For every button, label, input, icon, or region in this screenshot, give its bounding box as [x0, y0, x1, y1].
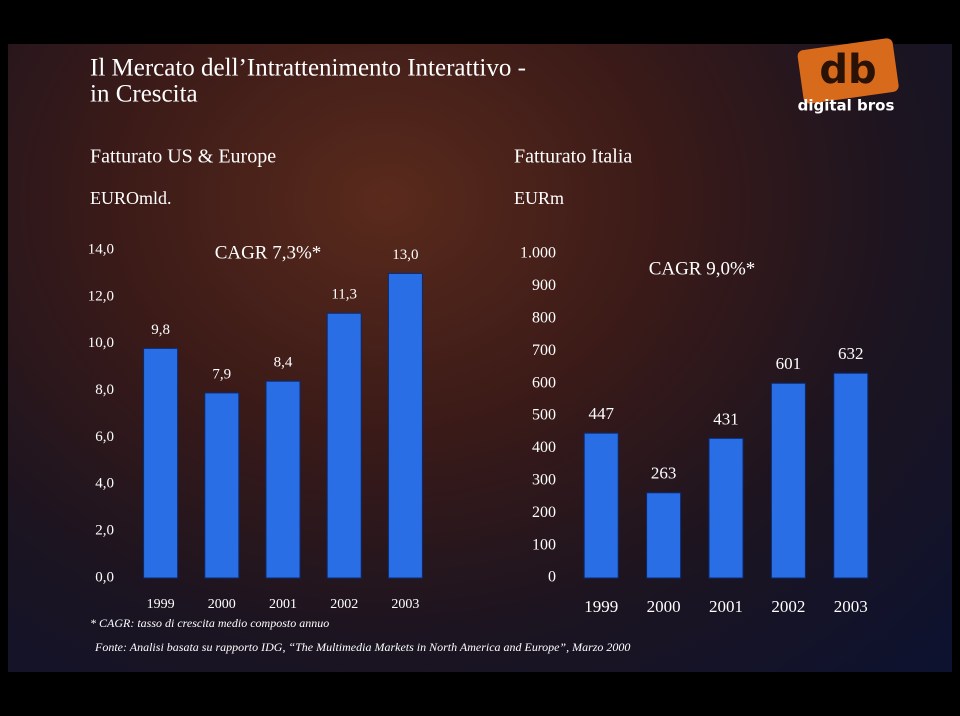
y-tick-label: 300	[532, 471, 556, 488]
value-label: 8,4	[274, 355, 293, 371]
value-label: 7,9	[212, 366, 231, 382]
bar	[204, 392, 240, 579]
title: Il Mercato dell’Intrattenimento Interatt…	[90, 55, 526, 82]
bar	[646, 492, 682, 579]
y-tick-label: 10,0	[88, 335, 114, 351]
y-tick-label: 700	[532, 342, 556, 359]
value-label: 263	[651, 464, 677, 483]
y-tick-label: 200	[532, 504, 556, 521]
y-tick-label: 8,0	[95, 382, 114, 398]
bar	[770, 382, 806, 579]
y-tick-label: 6,0	[95, 429, 114, 445]
bar	[833, 372, 869, 579]
y-tick-label: 0,0	[95, 569, 114, 585]
source: Fonte: Analisi basata su rapporto IDG, “…	[94, 640, 630, 654]
bar	[387, 272, 423, 579]
logo-badge	[797, 38, 899, 104]
chart-title: Fatturato Italia	[514, 146, 632, 168]
x-tick-label: 2003	[391, 597, 419, 612]
annotation: CAGR 7,3%*	[215, 242, 322, 263]
y-tick-label: 600	[532, 374, 556, 391]
bar	[143, 347, 179, 579]
y-tick-label: 0	[548, 569, 556, 586]
bar	[583, 432, 619, 579]
chart-title: Fatturato US & Europe	[90, 146, 276, 168]
x-tick-label: 2001	[709, 597, 743, 616]
x-tick-label: 2000	[208, 597, 236, 612]
bar	[265, 380, 301, 579]
logo-text: digital bros	[798, 97, 895, 115]
logo: db digital bros	[797, 38, 899, 115]
value-label: 13,0	[392, 247, 418, 263]
x-tick-label: 2000	[647, 597, 681, 616]
value-label: 431	[713, 409, 739, 428]
footnote: * CAGR: tasso di crescita medio composto…	[90, 616, 329, 630]
bar	[708, 437, 744, 579]
y-tick-label: 2,0	[95, 523, 114, 539]
unit-label: EUROmld.	[90, 188, 172, 208]
bar	[326, 312, 362, 579]
x-tick-label: 2003	[834, 597, 868, 616]
unit-label: EURm	[514, 188, 564, 208]
y-tick-label: 400	[532, 439, 556, 456]
value-label: 9,8	[151, 322, 170, 338]
value-label: 11,3	[331, 287, 357, 303]
y-tick-label: 14,0	[88, 241, 114, 257]
y-tick-label: 12,0	[88, 288, 114, 304]
value-label: 632	[838, 344, 864, 363]
y-tick-label: 4,0	[95, 476, 114, 492]
x-tick-label: 1999	[584, 597, 618, 616]
y-tick-label: 1.000	[520, 245, 556, 262]
title: in Crescita	[90, 81, 198, 108]
annotation: CAGR 9,0%*	[649, 258, 756, 279]
logo-mark: db	[819, 47, 876, 93]
y-tick-label: 800	[532, 309, 556, 326]
x-tick-label: 2001	[269, 597, 297, 612]
y-tick-label: 500	[532, 407, 556, 424]
y-tick-label: 900	[532, 277, 556, 294]
value-label: 447	[588, 404, 614, 423]
value-label: 601	[776, 354, 802, 373]
x-tick-label: 1999	[147, 597, 175, 612]
x-tick-label: 2002	[330, 597, 358, 612]
y-tick-label: 100	[532, 536, 556, 553]
x-tick-label: 2002	[771, 597, 805, 616]
